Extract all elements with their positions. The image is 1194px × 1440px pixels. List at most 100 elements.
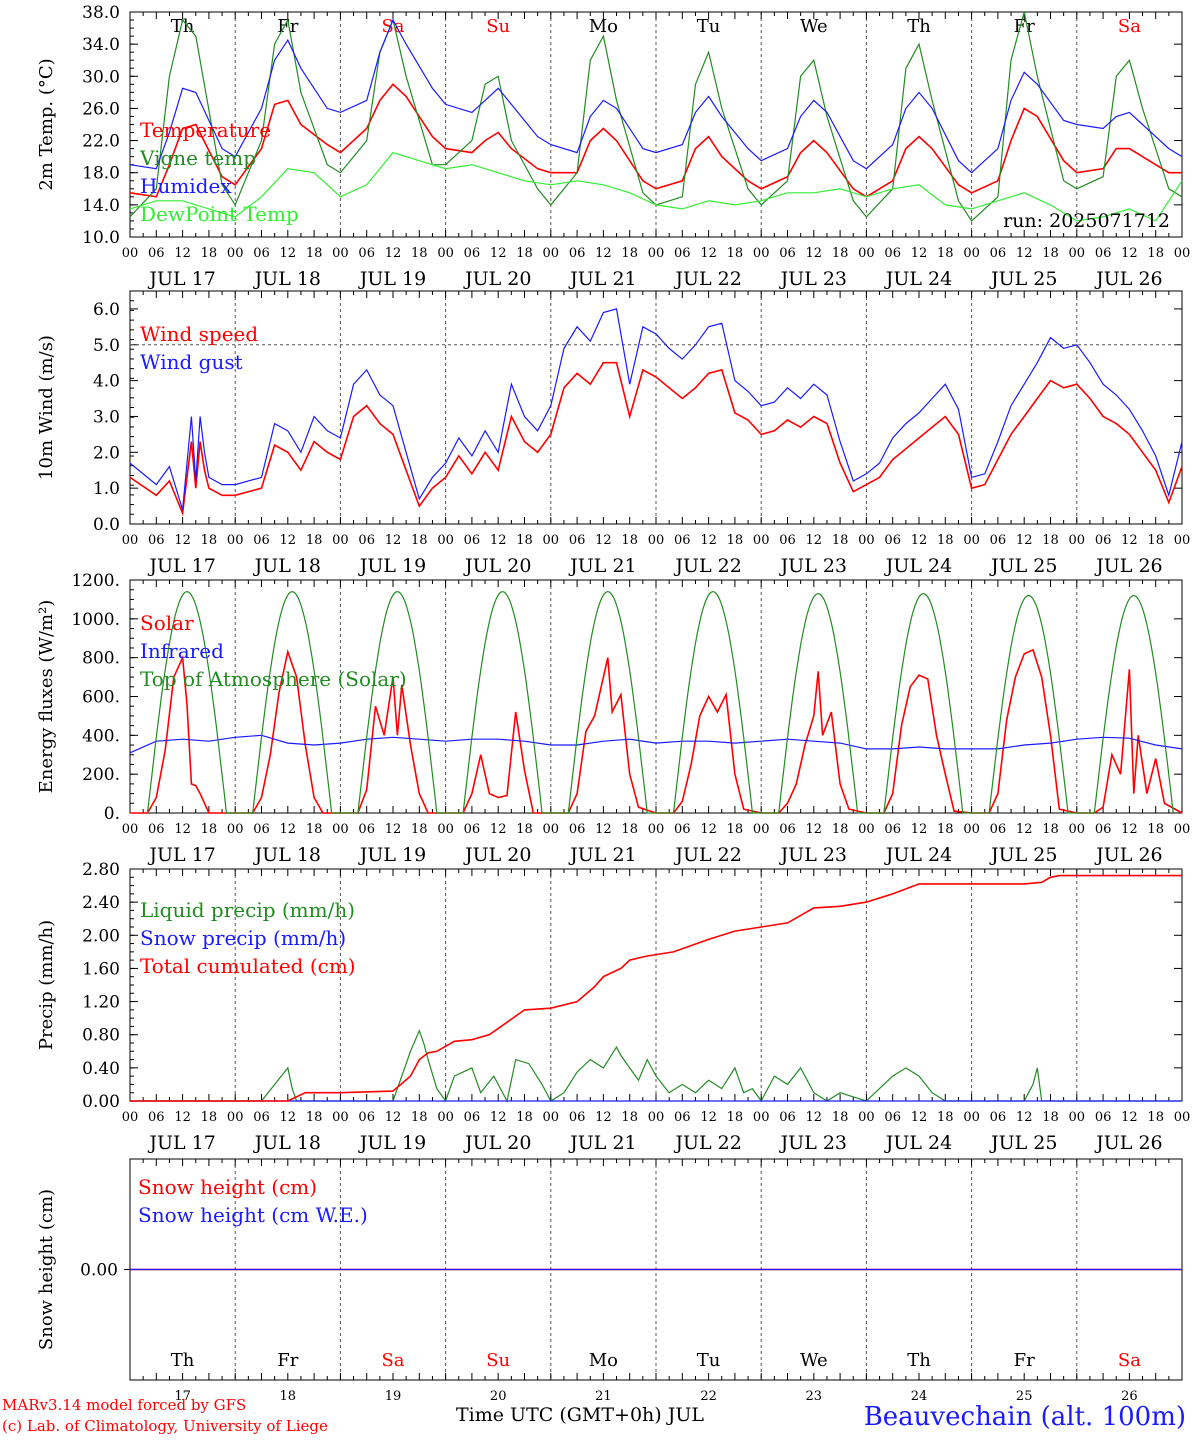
wind-date-label: JUL 18 <box>253 555 321 577</box>
snow-weekday-label: Mo <box>589 1350 618 1371</box>
snow-weekday-label: We <box>800 1350 828 1371</box>
energy-hour-label: 00 <box>543 822 560 837</box>
energy-hour-label: 06 <box>1095 822 1112 837</box>
precip-date-label: JUL 22 <box>673 1132 741 1154</box>
temp-hour-label: 06 <box>358 246 375 261</box>
temp-weekday-label: Tu <box>697 16 721 37</box>
wind-date-label: JUL 20 <box>463 555 531 577</box>
wind-hour-label: 18 <box>201 533 218 548</box>
temp-y-tick-label: 26.0 <box>82 99 120 119</box>
temp-date-label: JUL 26 <box>1094 268 1162 290</box>
precip-hour-label: 06 <box>674 1110 691 1125</box>
energy-hour-label: 06 <box>253 822 270 837</box>
temp-weekday-label: Th <box>907 16 931 37</box>
energy-hour-label: 00 <box>122 822 139 837</box>
temp-hour-label: 06 <box>148 246 165 261</box>
temp-date-label: JUL 24 <box>884 268 952 290</box>
temp-hour-label: 12 <box>490 246 507 261</box>
energy-hour-label: 06 <box>779 822 796 837</box>
energy-hour-label: 12 <box>385 822 402 837</box>
temp-hour-label: 12 <box>1016 246 1033 261</box>
day-number-label: 23 <box>806 1389 823 1400</box>
wind-hour-label: 18 <box>937 533 954 548</box>
temp-hour-label: 12 <box>1121 246 1138 261</box>
day-number-label: 26 <box>1121 1389 1138 1400</box>
temp-hour-label: 00 <box>332 246 349 261</box>
energy-hour-label: 18 <box>201 822 218 837</box>
wind-hour-label: 12 <box>1121 533 1138 548</box>
day-number-label: 20 <box>490 1389 507 1400</box>
wind-date-label: JUL 25 <box>989 555 1057 577</box>
energy-legend-entry: Infrared <box>140 639 224 663</box>
model-credit: MARv3.14 model forced by GFS <box>2 1396 247 1414</box>
energy-hour-label: 00 <box>753 822 770 837</box>
energy-y-tick-label: 1000. <box>71 610 120 630</box>
wind-hour-label: 00 <box>437 533 454 548</box>
wind-hour-label: 00 <box>332 533 349 548</box>
temp-y-tick-label: 10.0 <box>82 228 120 248</box>
wind-hour-label: 00 <box>753 533 770 548</box>
energy-hour-label: 06 <box>990 822 1007 837</box>
energy-date-label: JUL 17 <box>147 844 215 866</box>
energy-hour-label: 00 <box>437 822 454 837</box>
temp-hour-label: 06 <box>253 246 270 261</box>
precip-hour-label: 18 <box>937 1110 954 1125</box>
wind-hour-label: 00 <box>858 533 875 548</box>
precip-hour-label: 00 <box>648 1110 665 1125</box>
temp-hour-label: 06 <box>884 246 901 261</box>
wind-legend-entry: Wind speed <box>140 322 258 346</box>
energy-hour-label: 12 <box>174 822 191 837</box>
wind-y-axis-label: 10m Wind (m/s) <box>36 335 57 480</box>
temp-weekday-label: Fr <box>1014 16 1035 37</box>
energy-hour-label: 06 <box>569 822 586 837</box>
temp-weekday-label: We <box>800 16 828 37</box>
temp-hour-label: 00 <box>122 246 139 261</box>
wind-hour-label: 00 <box>1069 533 1086 548</box>
precip-hour-label: 00 <box>122 1110 139 1125</box>
energy-hour-label: 18 <box>727 822 744 837</box>
temp-y-tick-label: 38.0 <box>82 3 120 23</box>
energy-hour-label: 00 <box>1174 822 1191 837</box>
energy-hour-label: 18 <box>832 822 849 837</box>
precip-hour-label: 18 <box>1042 1110 1059 1125</box>
energy-hour-label: 12 <box>1121 822 1138 837</box>
wind-date-label: JUL 17 <box>147 555 215 577</box>
temp-date-label: JUL 22 <box>673 268 741 290</box>
precip-hour-label: 12 <box>1016 1110 1033 1125</box>
temp-y-tick-label: 14.0 <box>82 196 120 216</box>
wind-hour-label: 12 <box>700 533 717 548</box>
wind-y-tick-label: 4.0 <box>93 372 120 392</box>
temp-legend-entry: Vigne temp <box>139 146 256 170</box>
energy-hour-label: 12 <box>595 822 612 837</box>
wind-y-tick-label: 1.0 <box>93 479 120 499</box>
precip-date-label: JUL 20 <box>463 1132 531 1154</box>
temp-date-label: JUL 17 <box>147 268 215 290</box>
wind-hour-label: 06 <box>358 533 375 548</box>
temp-weekday-label: Su <box>486 16 510 37</box>
temp-hour-label: 12 <box>595 246 612 261</box>
temp-date-label: JUL 19 <box>358 268 426 290</box>
precip-hour-label: 18 <box>306 1110 323 1125</box>
energy-hour-label: 12 <box>490 822 507 837</box>
wind-hour-label: 18 <box>516 533 533 548</box>
meteogram-chart: 10.0 14.0 18.0 22.0 26.0 30.0 34.0 38.0 2m Temp.… <box>36 3 1191 1400</box>
snow-legend-entry: Snow height (cm) <box>138 1175 317 1199</box>
station-name: Beauvechain (alt. 100m) <box>863 1402 1186 1432</box>
energy-hour-label: 12 <box>280 822 297 837</box>
energy-hour-label: 00 <box>332 822 349 837</box>
energy-legend-entry: Top of Atmosphere (Solar) <box>140 667 407 691</box>
wind-date-label: JUL 23 <box>779 555 847 577</box>
energy-hour-label: 00 <box>1069 822 1086 837</box>
precip-hour-label: 06 <box>1095 1110 1112 1125</box>
energy-hour-label: 06 <box>358 822 375 837</box>
wind-date-label: JUL 21 <box>568 555 636 577</box>
temp-hour-label: 06 <box>1095 246 1112 261</box>
precip-hour-label: 06 <box>884 1110 901 1125</box>
precip-hour-label: 12 <box>385 1110 402 1125</box>
energy-series-infrared <box>129 734 1183 754</box>
precip-hour-label: 12 <box>595 1110 612 1125</box>
snow-weekday-label: Th <box>171 1350 195 1371</box>
precip-series-liquid-precip-mm-h <box>130 1028 1182 1103</box>
snow-legend-entry: Snow height (cm W.E.) <box>138 1203 368 1227</box>
precip-hour-label: 18 <box>727 1110 744 1125</box>
